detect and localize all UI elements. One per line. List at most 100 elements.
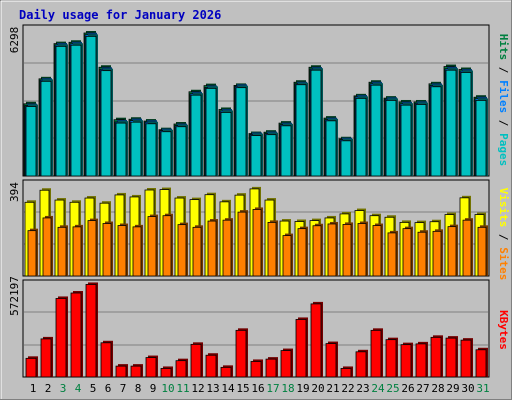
bar-sites-day-21 bbox=[327, 223, 337, 277]
bar-kbytes-day-7 bbox=[115, 365, 127, 378]
right-legend-label: Visits / Sites bbox=[497, 188, 510, 281]
x-tick-label: 31 bbox=[476, 382, 489, 395]
bar-kbytes-day-19 bbox=[295, 319, 307, 378]
bar-sites-day-31 bbox=[477, 226, 487, 277]
bar-sites-day-15 bbox=[237, 211, 247, 277]
x-tick-label: 8 bbox=[135, 382, 142, 395]
bar-sites-day-7 bbox=[117, 225, 127, 277]
x-tick-label: 25 bbox=[386, 382, 399, 395]
chart-title: Daily usage for January 2026 bbox=[19, 8, 221, 22]
right-legend-label: Hits / Files / Pages bbox=[497, 34, 510, 167]
bar-kbytes-day-2 bbox=[40, 338, 52, 378]
x-tick-label: 22 bbox=[341, 382, 354, 395]
bar-sites-day-4 bbox=[72, 226, 82, 277]
legend-files: Files bbox=[497, 80, 510, 113]
x-tick-label: 5 bbox=[90, 382, 97, 395]
legend-hits: Hits bbox=[497, 34, 510, 61]
bar-sites-day-24 bbox=[372, 225, 382, 277]
legend-separator: / bbox=[497, 60, 510, 80]
x-tick-label: 6 bbox=[105, 382, 112, 395]
x-tick-label: 4 bbox=[75, 382, 82, 395]
bar-pages-day-20 bbox=[310, 69, 322, 177]
bar-pages-day-1 bbox=[25, 106, 37, 177]
bar-sites-day-5 bbox=[87, 220, 97, 277]
bar-sites-day-12 bbox=[192, 226, 202, 277]
x-tick-label: 27 bbox=[416, 382, 429, 395]
bar-kbytes-day-11 bbox=[175, 360, 187, 378]
bar-kbytes-day-18 bbox=[280, 350, 292, 378]
bar-sites-day-1 bbox=[27, 230, 37, 277]
bar-pages-day-4 bbox=[70, 44, 82, 177]
bar-pages-day-16 bbox=[250, 135, 262, 177]
bar-pages-day-19 bbox=[295, 84, 307, 177]
bar-sites-day-22 bbox=[342, 224, 352, 277]
legend-visits: Visits bbox=[497, 188, 510, 228]
bar-pages-day-27 bbox=[415, 104, 427, 177]
bar-pages-day-15 bbox=[235, 87, 247, 177]
bar-kbytes-day-3 bbox=[55, 298, 67, 378]
bar-sites-day-6 bbox=[102, 223, 112, 277]
x-tick-label: 1 bbox=[30, 382, 37, 395]
bar-pages-day-13 bbox=[205, 87, 217, 177]
bar-kbytes-day-8 bbox=[130, 365, 142, 378]
x-tick-label: 24 bbox=[371, 382, 385, 395]
bar-kbytes-day-16 bbox=[250, 361, 262, 378]
bar-pages-day-31 bbox=[475, 99, 487, 177]
bar-kbytes-day-9 bbox=[145, 357, 157, 378]
x-tick-label: 28 bbox=[431, 382, 444, 395]
bar-pages-day-18 bbox=[280, 125, 292, 177]
bar-pages-day-2 bbox=[40, 80, 52, 177]
bar-kbytes-day-10 bbox=[160, 368, 172, 378]
x-tick-label: 29 bbox=[446, 382, 459, 395]
bar-pages-day-11 bbox=[175, 126, 187, 177]
legend-separator: / bbox=[497, 113, 510, 133]
bar-pages-day-14 bbox=[220, 112, 232, 177]
x-tick-label: 19 bbox=[296, 382, 309, 395]
bar-kbytes-day-25 bbox=[385, 339, 397, 378]
y-axis-max-label: 6298 bbox=[8, 27, 21, 54]
bar-sites-day-28 bbox=[432, 230, 442, 277]
bar-pages-day-7 bbox=[115, 122, 127, 177]
bar-kbytes-day-15 bbox=[235, 329, 247, 378]
x-tick-label: 18 bbox=[281, 382, 294, 395]
bar-sites-day-27 bbox=[417, 231, 427, 277]
bar-sites-day-8 bbox=[132, 226, 142, 277]
bar-sites-day-14 bbox=[222, 219, 232, 277]
bar-pages-day-10 bbox=[160, 131, 172, 177]
bar-pages-day-6 bbox=[100, 70, 112, 177]
bar-kbytes-day-17 bbox=[265, 358, 277, 378]
bar-pages-day-8 bbox=[130, 121, 142, 177]
legend-kbytes: KBytes bbox=[497, 310, 510, 350]
bar-sites-day-30 bbox=[462, 219, 472, 277]
bar-pages-day-12 bbox=[190, 94, 202, 177]
y-axis-max-label: 572197 bbox=[8, 276, 21, 316]
bar-pages-day-21 bbox=[325, 120, 337, 177]
bar-kbytes-day-27 bbox=[415, 343, 427, 378]
bar-sites-day-23 bbox=[357, 223, 367, 277]
right-legend-label: KBytes bbox=[497, 310, 510, 350]
bar-sites-day-11 bbox=[177, 224, 187, 277]
bar-kbytes-day-4 bbox=[70, 292, 82, 378]
x-tick-label: 3 bbox=[60, 382, 67, 395]
bar-kbytes-day-1 bbox=[25, 357, 37, 378]
x-tick-label: 16 bbox=[251, 382, 264, 395]
bar-pages-day-25 bbox=[385, 99, 397, 177]
bar-kbytes-day-31 bbox=[475, 349, 487, 378]
x-tick-label: 9 bbox=[150, 382, 157, 395]
bar-kbytes-day-6 bbox=[100, 342, 112, 378]
bar-kbytes-day-29 bbox=[445, 337, 457, 378]
x-tick-label: 7 bbox=[120, 382, 127, 395]
x-tick-label: 23 bbox=[356, 382, 369, 395]
y-axis-max-label: 394 bbox=[8, 182, 21, 202]
bar-sites-day-10 bbox=[162, 215, 172, 277]
bar-sites-day-29 bbox=[447, 226, 457, 277]
x-tick-label: 30 bbox=[461, 382, 474, 395]
x-tick-label: 12 bbox=[191, 382, 204, 395]
bar-pages-day-3 bbox=[55, 45, 67, 177]
bar-sites-day-3 bbox=[57, 226, 67, 277]
bar-pages-day-22 bbox=[340, 140, 352, 177]
legend-sites: Sites bbox=[497, 247, 510, 280]
x-tick-label: 2 bbox=[45, 382, 52, 395]
bar-sites-day-20 bbox=[312, 225, 322, 277]
